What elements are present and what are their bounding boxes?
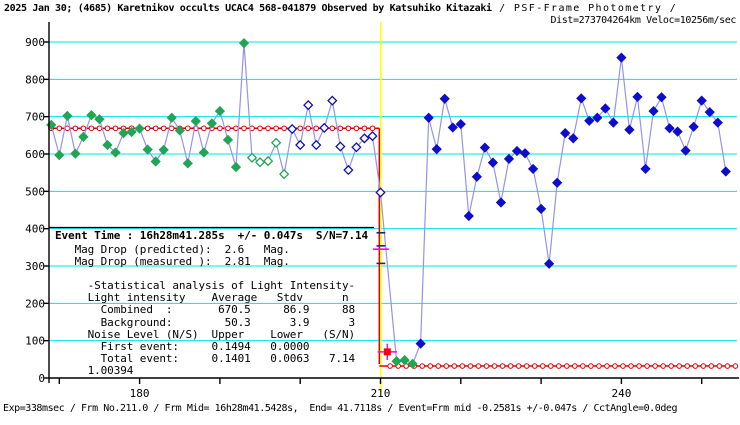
chart-title-main: 2025 Jan 30; (4685) Karetnikov occults U… xyxy=(4,3,492,14)
light-curve-polyline xyxy=(50,43,727,365)
svg-text:800: 800 xyxy=(25,73,45,86)
series-occultation-background-green xyxy=(391,354,418,369)
svg-text:180: 180 xyxy=(130,387,150,400)
svg-text:400: 400 xyxy=(25,223,45,236)
svg-text:0: 0 xyxy=(38,372,45,385)
frame-info-line: Exp=338msec / Frm No.211.0 / Frm Mid= 16… xyxy=(3,403,678,414)
svg-text:900: 900 xyxy=(25,36,45,49)
svg-text:600: 600 xyxy=(25,148,45,161)
series-baseline-blue-open xyxy=(287,95,386,198)
svg-text:210: 210 xyxy=(371,387,391,400)
axes: 0 100 200 300 400 500 600 700 800 900 180 210 240 xyxy=(25,22,739,400)
svg-text:100: 100 xyxy=(25,335,45,348)
distance-velocity-label: Dist=273704264km Veloc=10256m/sec xyxy=(550,15,737,26)
series-baseline-green-open xyxy=(246,137,290,180)
chart-title-method: / PSF-Frame Photometry / xyxy=(491,3,678,14)
gridlines xyxy=(49,41,737,342)
svg-text:500: 500 xyxy=(25,185,45,198)
chart-title: 2025 Jan 30; (4685) Karetnikov occults U… xyxy=(4,3,677,14)
series-post-event-blue-solid xyxy=(415,52,731,349)
svg-text:700: 700 xyxy=(25,111,45,124)
svg-text:240: 240 xyxy=(611,387,631,400)
svg-text:300: 300 xyxy=(25,260,45,273)
event-markers xyxy=(372,231,397,361)
series-baseline-green-solid xyxy=(46,38,250,173)
svg-text:200: 200 xyxy=(25,297,45,310)
